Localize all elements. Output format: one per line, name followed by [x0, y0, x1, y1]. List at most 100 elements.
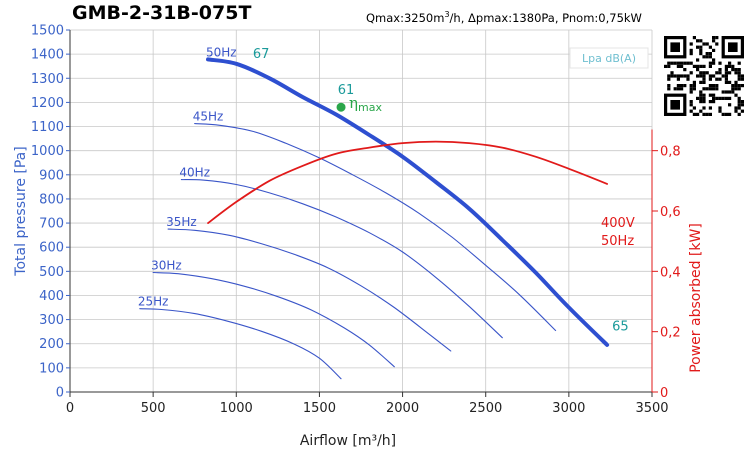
y-left-tick-label: 400 [39, 289, 64, 304]
qr-module [692, 106, 696, 110]
qr-module [724, 80, 728, 84]
qr-module [737, 103, 741, 107]
qr-finder [670, 42, 680, 52]
qr-module [692, 36, 696, 40]
qr-module [712, 74, 716, 78]
qr-module [689, 84, 693, 88]
qr-module [724, 64, 728, 68]
y-right-axis-label: Power absorbed [kW] [688, 223, 704, 373]
y-left-tick-label: 1400 [31, 48, 64, 63]
noise-label: 67 [253, 47, 270, 62]
qr-module [699, 52, 703, 56]
qr-module [689, 100, 693, 104]
qr-module [715, 87, 719, 91]
qr-module [715, 71, 719, 75]
qr-module [676, 61, 680, 65]
qr-module [712, 93, 716, 97]
qr-module [699, 48, 703, 52]
qr-module [692, 112, 696, 116]
y-left-tick-label: 1000 [31, 144, 64, 159]
qr-module [686, 61, 690, 65]
qr-module [689, 90, 693, 94]
qr-module [724, 90, 728, 94]
qr-module [718, 71, 722, 75]
qr-module [724, 71, 728, 75]
qr-module [705, 42, 709, 46]
y-left-axis-label: Total pressure [Pa] [13, 146, 29, 276]
qr-module [689, 103, 693, 107]
qr-module [680, 74, 684, 78]
qr-module [676, 77, 680, 81]
qr-module [673, 74, 677, 78]
qr-module [740, 103, 744, 107]
qr-module [728, 103, 732, 107]
qr-module [731, 90, 735, 94]
qr-module [689, 42, 693, 46]
qr-module [680, 64, 684, 68]
qr-module [702, 74, 706, 78]
qr-module [696, 39, 700, 43]
qr-module [673, 87, 677, 91]
curve-400v-50hz [207, 140, 608, 224]
qr-module [708, 106, 712, 110]
y-left-tick-label: 200 [39, 337, 64, 352]
qr-module [728, 71, 732, 75]
qr-module [718, 61, 722, 65]
qr-module [708, 112, 712, 116]
qr-module [715, 96, 719, 100]
qr-module [715, 42, 719, 46]
qr-module [708, 61, 712, 65]
qr-module [699, 93, 703, 97]
qr-module [731, 68, 735, 72]
qr-module [737, 77, 741, 81]
qr-module [667, 74, 671, 78]
y-left-tick-label: 0 [56, 386, 64, 401]
qr-module [737, 106, 741, 110]
qr-module [702, 93, 706, 97]
qr-module [696, 74, 700, 78]
y-left-tick-label: 1100 [31, 120, 64, 135]
qr-module [708, 64, 712, 68]
qr-module [702, 71, 706, 75]
qr-module [699, 74, 703, 78]
qr-module [689, 71, 693, 75]
qr-module [721, 96, 725, 100]
legend-label: Lpa dB(A) [582, 52, 636, 65]
qr-module [708, 87, 712, 91]
x-tick-label: 3000 [552, 401, 585, 416]
x-tick-label: 3500 [635, 401, 668, 416]
curve-45hz [194, 123, 557, 332]
qr-module [699, 109, 703, 113]
qr-module [734, 84, 738, 88]
qr-module [689, 48, 693, 52]
legend-box [569, 47, 649, 69]
qr-module [715, 77, 719, 81]
qr-module [708, 100, 712, 104]
qr-module [737, 74, 741, 78]
qr-module [737, 71, 741, 75]
x-tick-label: 2000 [386, 401, 419, 416]
curve-label-40hz: 40Hz [179, 166, 210, 180]
qr-module [699, 90, 703, 94]
spec-text: Qmax:3250m3/h, Δpmax:1380Pa, Pnom:0,75kW [366, 10, 642, 25]
qr-module [737, 84, 741, 88]
qr-module [712, 48, 716, 52]
qr-module [712, 96, 716, 100]
qr-module [702, 100, 706, 104]
qr-module [702, 64, 706, 68]
qr-module [718, 96, 722, 100]
y-left-tick-label: 300 [39, 313, 64, 328]
y-left-tick-label: 500 [39, 265, 64, 280]
qr-module [696, 112, 700, 116]
power-label-line-1: 400V [601, 216, 635, 231]
qr-module [734, 87, 738, 91]
y-left-tick-label: 800 [39, 192, 64, 207]
curve-label-45hz: 45Hz [193, 110, 224, 124]
qr-module [712, 58, 716, 62]
qr-module [734, 68, 738, 72]
qr-module [712, 84, 716, 88]
qr-module [676, 74, 680, 78]
qr-module [728, 90, 732, 94]
qr-module [683, 61, 687, 65]
efficiency-label-sub: max [358, 101, 382, 114]
